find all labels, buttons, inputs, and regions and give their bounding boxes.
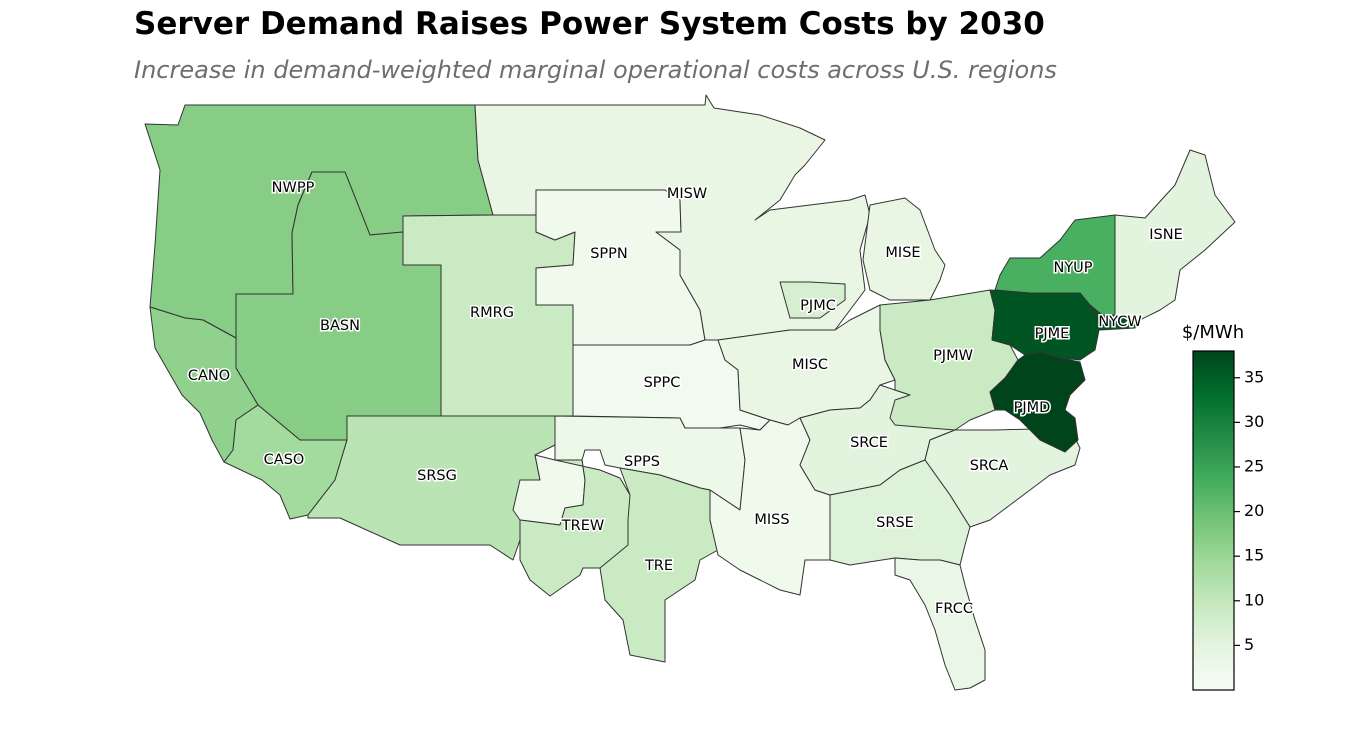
region-isne[interactable] [1114,149,1236,321]
region-label-misw: MISW [667,186,707,202]
region-label-spps: SPPS [624,454,660,470]
region-label-miss: MISS [754,512,789,528]
colorbar-tick-label-20: 20 [1244,501,1264,520]
region-label-pjme: PJME [1035,326,1070,342]
region-srse[interactable] [829,459,971,566]
colorbar-tick-label-35: 35 [1244,367,1264,386]
page-subtitle: Increase in demand-weighted marginal ope… [134,56,1057,84]
region-misw[interactable] [474,94,871,341]
region-pjmd[interactable] [989,351,1086,453]
region-label-sppn: SPPN [590,246,628,262]
colorbar-gradient [1192,350,1235,691]
region-label-pjmd: PJMD [1014,400,1051,416]
colorbar: $/MWh 5 10 15 20 25 30 35 [1182,322,1264,691]
region-label-mise: MISE [885,245,920,261]
region-label-frcc: FRCC [935,601,973,617]
region-label-srce: SRCE [850,435,888,451]
region-labels: NWPP BASN CANO CASO RMRG SRSG SPPN SPPC SPPS TREW… [186,179,1184,619]
region-label-trew: TREW [561,518,604,534]
region-label-basn: BASN [320,318,360,334]
region-label-srsg: SRSG [417,468,457,484]
region-label-rmrg: RMRG [470,305,514,321]
colorbar-tick-label-15: 15 [1244,546,1264,565]
region-label-srse: SRSE [876,515,914,531]
colorbar-tick-label-30: 30 [1244,412,1264,431]
region-label-misc: MISC [792,357,828,373]
region-label-nwpp: NWPP [272,180,315,196]
region-mise[interactable] [862,197,946,301]
region-label-sppc: SPPC [644,375,681,391]
regions-group [144,94,1236,691]
region-label-isne: ISNE [1149,227,1183,243]
region-label-pjmw: PJMW [933,348,973,364]
region-miss[interactable] [709,417,831,596]
region-label-tre: TRE [644,558,673,574]
region-srsg[interactable] [307,415,556,561]
colorbar-tick-label-25: 25 [1244,456,1264,475]
page-title: Server Demand Raises Power System Costs … [134,6,1045,42]
region-label-nyup: NYUP [1053,260,1092,276]
region-frcc[interactable] [894,557,986,691]
colorbar-tick-label-10: 10 [1244,590,1264,609]
colorbar-ticks: 5 10 15 20 25 30 35 [1234,367,1264,654]
region-nycw[interactable] [1089,304,1141,331]
region-label-nycw: NYCW [1098,314,1141,330]
region-pjmc[interactable] [779,281,846,319]
region-label-cano: CANO [188,368,230,384]
colorbar-tick-label-5: 5 [1244,635,1254,654]
region-label-caso: CASO [264,452,305,468]
region-label-srca: SRCA [970,458,1009,474]
region-label-pjmc: PJMC [800,298,836,314]
colorbar-title: $/MWh [1182,322,1244,343]
region-caso[interactable] [223,404,348,520]
